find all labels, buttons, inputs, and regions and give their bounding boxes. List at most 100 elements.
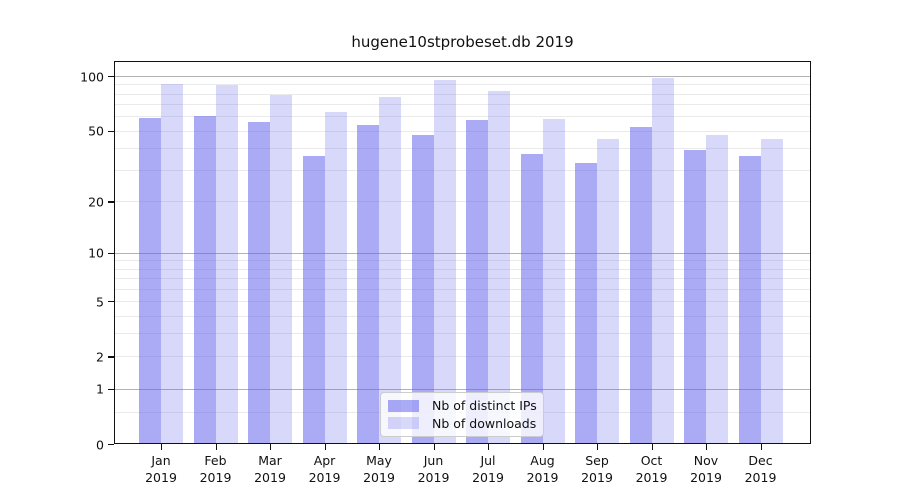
x-tick-label: Feb 2019 <box>181 452 251 486</box>
x-tick <box>760 444 762 450</box>
x-tick-label: Jan 2019 <box>126 452 196 486</box>
x-tick-month: Jun <box>423 453 444 468</box>
x-tick-month: Sep <box>585 453 609 468</box>
y-tick-label: 0 <box>96 437 104 452</box>
x-tick-label: Oct 2019 <box>617 452 687 486</box>
x-tick-year: 2019 <box>744 470 777 485</box>
x-tick <box>433 444 435 450</box>
minor-gridline <box>114 201 811 203</box>
y-tick <box>108 76 114 78</box>
y-tick <box>108 444 114 446</box>
minor-gridline <box>114 170 811 172</box>
y-tick-label: 2 <box>96 349 104 365</box>
minor-gridline <box>114 356 811 358</box>
legend-item-downloads: Nb of downloads <box>388 415 537 431</box>
minor-gridline <box>114 333 811 335</box>
y-tick-label: 100 <box>80 69 104 85</box>
x-tick <box>651 444 653 450</box>
bar-downloads-apr <box>324 112 347 444</box>
x-tick-month: Nov <box>693 453 719 468</box>
x-tick-year: 2019 <box>690 470 722 485</box>
x-tick-month: Apr <box>313 453 336 468</box>
plot-area <box>114 61 811 444</box>
minor-gridline <box>114 278 811 280</box>
x-tick-year: 2019 <box>308 470 341 485</box>
x-tick-label: Aug 2019 <box>508 452 578 486</box>
bar-downloads-jan <box>161 83 183 444</box>
x-tick-year: 2019 <box>254 470 286 485</box>
x-tick-year: 2019 <box>472 470 504 485</box>
bar-downloads-oct <box>651 78 674 444</box>
x-tick <box>597 444 599 450</box>
x-tick-year: 2019 <box>635 470 668 485</box>
x-tick-year: 2019 <box>581 470 613 485</box>
y-tick-label: 5 <box>96 294 104 310</box>
major-gridline <box>114 388 811 390</box>
legend-item-distinct-ips: Nb of distinct IPs <box>388 398 537 414</box>
x-tick-label: Nov 2019 <box>671 452 741 486</box>
major-gridline <box>114 252 811 254</box>
y-tick <box>108 356 114 358</box>
legend-swatch-downloads-icon <box>388 417 419 430</box>
x-tick-year: 2019 <box>199 470 232 485</box>
bar-distinct-ips-mar <box>248 121 270 444</box>
x-tick-label: Dec 2019 <box>726 452 796 486</box>
y-tick <box>108 388 114 391</box>
legend: Nb of distinct IPs Nb of downloads <box>380 392 544 437</box>
legend-label-distinct-ips: Nb of distinct IPs <box>432 398 537 414</box>
x-tick <box>270 444 272 450</box>
x-tick-month: Oct <box>640 453 663 468</box>
bar-distinct-ips-dec <box>738 156 761 444</box>
x-tick-month: Aug <box>530 453 555 468</box>
x-tick <box>161 444 163 450</box>
y-tick <box>108 130 114 132</box>
x-tick-label: Sep 2019 <box>562 452 632 486</box>
minor-gridline <box>114 104 811 106</box>
x-tick <box>379 444 381 450</box>
x-tick <box>324 444 326 450</box>
bar-distinct-ips-jun <box>411 135 434 444</box>
minor-gridline <box>114 116 811 118</box>
bar-downloads-sep <box>597 138 619 444</box>
x-tick-label: Jul 2019 <box>453 452 523 486</box>
minor-gridline <box>114 93 811 95</box>
minor-gridline <box>114 260 811 262</box>
y-tick <box>108 252 114 255</box>
minor-gridline <box>114 288 811 290</box>
bar-downloads-mar <box>270 94 292 444</box>
x-tick <box>706 444 708 450</box>
x-tick-year: 2019 <box>363 470 395 485</box>
bar-downloads-jun <box>433 80 456 444</box>
bar-distinct-ips-jul <box>466 120 488 444</box>
y-tick <box>108 201 114 203</box>
x-tick-month: Jan <box>151 453 171 468</box>
bar-downloads-aug <box>542 118 565 444</box>
y-tick-label: 10 <box>88 245 104 261</box>
bar-distinct-ips-apr <box>302 156 325 444</box>
x-tick-month: Dec <box>748 453 773 468</box>
x-tick <box>488 444 490 450</box>
bar-distinct-ips-nov <box>684 149 706 444</box>
minor-gridline <box>114 130 811 132</box>
minor-gridline <box>114 84 811 86</box>
x-tick-month: Jul <box>480 453 496 468</box>
y-tick <box>108 301 114 303</box>
bar-downloads-nov <box>706 135 728 444</box>
bar-downloads-dec <box>760 138 783 444</box>
legend-label-downloads: Nb of downloads <box>432 415 537 431</box>
x-tick-label: Jun 2019 <box>399 452 469 486</box>
bar-downloads-jul <box>488 90 510 444</box>
minor-gridline <box>114 147 811 149</box>
y-tick-label: 50 <box>88 123 104 139</box>
x-tick-month: May <box>366 453 392 468</box>
x-tick-month: Mar <box>258 453 282 468</box>
bar-distinct-ips-sep <box>575 162 597 444</box>
x-tick-label: Mar 2019 <box>235 452 305 486</box>
bar-downloads-feb <box>215 85 238 444</box>
minor-gridline <box>114 301 811 303</box>
x-tick-year: 2019 <box>417 470 450 485</box>
x-tick-label: May 2019 <box>344 452 414 486</box>
legend-swatch-distinct-ips-icon <box>388 399 419 412</box>
bar-distinct-ips-aug <box>520 153 543 444</box>
